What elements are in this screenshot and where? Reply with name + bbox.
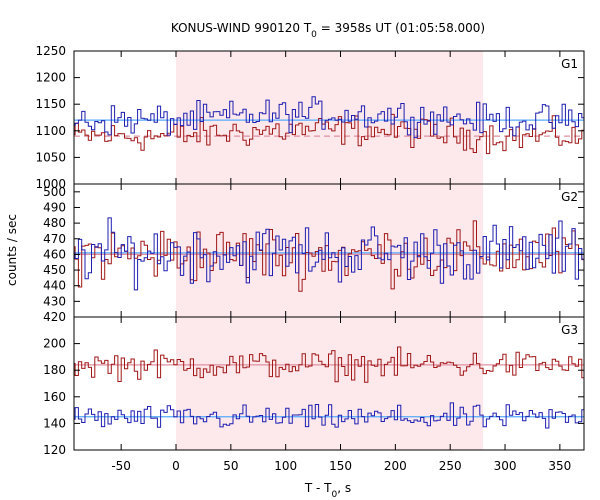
y-tick-label: 200 — [43, 337, 66, 351]
x-tick-label: 50 — [223, 459, 238, 473]
chart-title: KONUS-WIND 990120 T0 = 3958s UT (01:05:5… — [171, 21, 485, 40]
x-axis-label: T - T0, s — [304, 481, 351, 500]
series-a-g2 — [74, 217, 584, 291]
x-tick-label: 150 — [329, 459, 352, 473]
y-tick-label: 1250 — [35, 44, 66, 58]
y-axis-label: counts / sec — [5, 214, 19, 286]
x-tick-label: 250 — [439, 459, 462, 473]
series-b-g3 — [74, 346, 584, 383]
x-tick-label: 200 — [384, 459, 407, 473]
burst-interval-highlight — [176, 51, 484, 450]
y-tick-label: 140 — [43, 416, 66, 430]
series-b-g2 — [74, 220, 584, 292]
y-tick-label: 490 — [43, 200, 66, 214]
series-a-g1 — [74, 96, 584, 139]
series-a-g3 — [74, 402, 584, 429]
series-b-g1 — [74, 113, 584, 155]
panel-label: G3 — [561, 323, 578, 337]
panel-frame — [73, 316, 585, 451]
y-tick-label: 1000 — [35, 177, 66, 191]
x-tick-label: 300 — [494, 459, 517, 473]
x-tick-label: 0 — [172, 459, 180, 473]
panel-label: G1 — [561, 57, 578, 71]
panel-g3: 120 140 160 180 200 G3 — [43, 316, 585, 457]
x-tick-label: 100 — [274, 459, 297, 473]
y-tick-label: 180 — [43, 363, 66, 377]
y-tick-label: 480 — [43, 216, 66, 230]
y-tick-label: 450 — [43, 263, 66, 277]
y-tick-label: 1150 — [35, 97, 66, 111]
y-tick-label: 120 — [43, 443, 66, 457]
panels-group: 100010501100115012001250G142043044045046… — [35, 44, 585, 473]
x-tick-label: 350 — [548, 459, 571, 473]
y-tick-label: 420 — [43, 310, 66, 324]
y-tick-label: 160 — [43, 390, 66, 404]
x-tick-label: -50 — [111, 459, 131, 473]
y-tick-label: 470 — [43, 232, 66, 246]
panel-label: G2 — [561, 190, 578, 204]
y-tick-label: 1200 — [35, 71, 66, 85]
y-tick-label: 460 — [43, 247, 66, 261]
y-tick-label: 1050 — [35, 150, 66, 164]
y-tick-label: 500 — [43, 185, 66, 199]
y-tick-label: 430 — [43, 294, 66, 308]
y-tick-label: 440 — [43, 279, 66, 293]
y-tick-label: 1100 — [35, 124, 66, 138]
